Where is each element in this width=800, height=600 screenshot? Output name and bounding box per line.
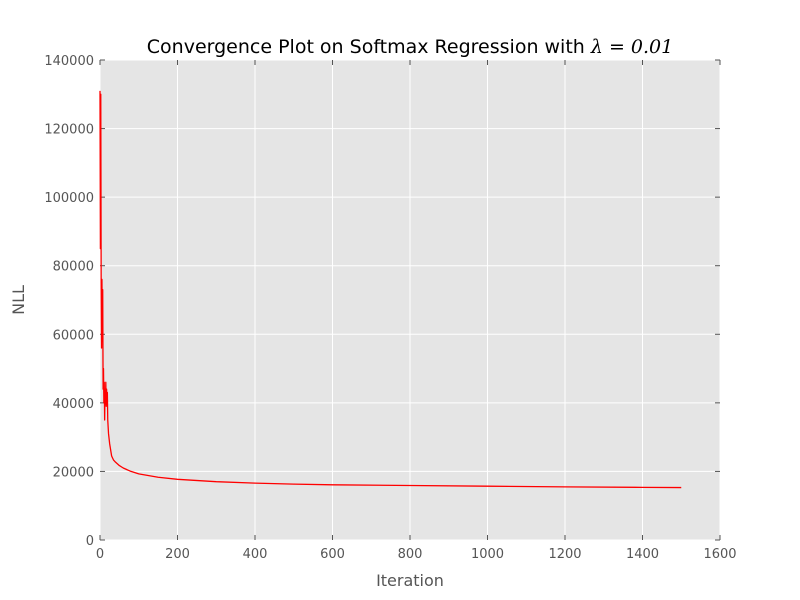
y-tick-label: 0 (86, 534, 94, 549)
x-tick-label: 400 (243, 547, 268, 562)
tick-labels: 0 200 400 600 800 1000 1200 1400 1600 0 20000 40000… (44, 54, 736, 562)
series-line-0 (99, 90, 682, 489)
x-tick-label: 800 (398, 547, 423, 562)
y-axis-label: NLL (9, 285, 28, 315)
axis-ticks (99, 59, 721, 541)
y-tick-label: 40000 (53, 397, 94, 412)
y-tick-label: 120000 (44, 123, 94, 138)
y-tick-label: 60000 (53, 328, 94, 343)
x-tick-label: 600 (320, 547, 345, 562)
series-group (99, 90, 682, 489)
x-tick-label: 0 (96, 547, 104, 562)
x-tick-label: 1600 (703, 547, 736, 562)
x-tick-label: 1400 (626, 547, 659, 562)
y-tick-label: 20000 (53, 465, 94, 480)
y-tick-label: 100000 (44, 191, 94, 206)
chart-title-math: λ = 0.01 (590, 36, 673, 58)
chart-title: Convergence Plot on Softmax Regression w… (147, 36, 673, 58)
y-tick-label: 80000 (53, 260, 94, 275)
y-tick-label: 140000 (44, 54, 94, 69)
x-tick-label: 1200 (548, 547, 581, 562)
x-tick-label: 200 (165, 547, 190, 562)
x-axis-label: Iteration (376, 571, 444, 590)
chart-title-text: Convergence Plot on Softmax Regression w… (147, 36, 591, 58)
x-tick-label: 1000 (471, 547, 504, 562)
